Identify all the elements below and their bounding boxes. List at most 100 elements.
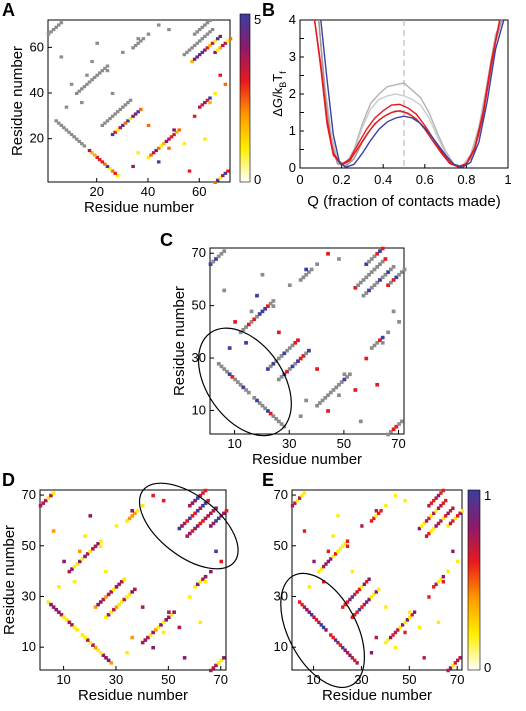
panel-d-contact-cell	[125, 595, 129, 599]
panel-e-contact-cell	[336, 549, 340, 554]
panel-c-contact-cell	[301, 354, 306, 358]
panel-b-xtick-label: 0.4	[374, 172, 392, 187]
panel-a-contact-cell	[221, 174, 225, 178]
panel-d-contact-cell	[203, 580, 208, 584]
panel-d-contact-cell	[185, 519, 190, 523]
panel-a-contact-cell	[121, 50, 125, 54]
panel-d-contact-cell	[85, 552, 90, 556]
panel-d-contact-cell	[224, 509, 229, 513]
panel-a-contact-cell	[159, 144, 164, 148]
panel-e-contact-cell	[350, 595, 354, 599]
panel-a-contact-cell	[126, 119, 130, 123]
panel-e-contact-cell	[329, 557, 333, 561]
panel-c-contact-cell	[367, 259, 371, 264]
panel-e-contact-cell	[362, 582, 366, 587]
panel-a-contact-cell	[203, 34, 207, 38]
panel-d-contact-cell	[222, 656, 226, 660]
panel-a-contact-cell	[146, 155, 151, 159]
panel-c-contact-cell	[271, 361, 276, 366]
panel-c-contact-cell	[372, 343, 377, 348]
panel-a-contact-cell	[92, 75, 97, 80]
panel-d-contact-cell	[122, 577, 127, 581]
panel-e-contact-cell	[302, 529, 307, 533]
panel-label-e: E	[262, 470, 275, 490]
panel-d-contact-cell	[43, 498, 48, 503]
panel-c-contact-cell	[287, 283, 292, 288]
panel-d-contact-cell	[211, 521, 216, 526]
panel-d-contact-cell	[203, 574, 208, 579]
panel-d-contact-cell	[177, 526, 182, 531]
panel-a-contact-cell	[87, 148, 92, 153]
panel-e-contact-cell	[302, 605, 307, 609]
panel-c-contact-cell	[328, 390, 333, 395]
panel-d-contact-cell	[188, 531, 192, 536]
panel-d-contact-cell	[46, 600, 51, 604]
panel-c-contact-cell	[298, 414, 303, 418]
panel-e-contact-cell	[312, 615, 316, 620]
panel-e-contact-cell	[424, 534, 429, 538]
panel-d-contact-cell	[101, 597, 106, 602]
panel-a-contact-cell	[110, 132, 115, 137]
panel-e-contact-cell	[393, 493, 398, 498]
panel-e-xtick-label: 50	[402, 672, 416, 687]
panel-d-contact-cell	[169, 612, 174, 617]
panel-d-contact-cell	[122, 597, 127, 602]
panel-c-contact-cell	[249, 320, 254, 324]
panel-a-contact-cell	[123, 103, 128, 107]
panel-d-contact-cell	[219, 559, 224, 564]
panel-a-contact-cell	[172, 132, 176, 137]
panel-a-xtick-label: 60	[192, 184, 206, 199]
panel-e-contact-cell	[341, 645, 345, 650]
panel-c-contact-cell	[378, 278, 382, 282]
panel-e-contact-cell	[333, 552, 338, 556]
panel-a-contact-cell	[90, 151, 94, 155]
panel-c-contact-cell	[285, 369, 289, 374]
panel-a-contact-cell	[64, 105, 69, 109]
panel-a-contact-cell	[95, 41, 99, 45]
panel-c-contact-cell	[276, 356, 281, 361]
panel-a-contact-cell	[59, 123, 64, 127]
panel-d-contact-cell	[198, 521, 203, 526]
panel-d-contact-cell	[180, 524, 184, 528]
panel-c-contact-cell	[375, 280, 380, 285]
panel-d-contact-cell	[201, 491, 205, 495]
panel-d-contact-cell	[222, 511, 226, 516]
panel-e-contact-cell	[345, 539, 350, 543]
panel-c-contact-cell	[399, 270, 404, 274]
panel-c-plot-frame	[209, 247, 405, 435]
panel-b-series-line-5	[313, 19, 501, 168]
panel-d-contact-cell	[161, 498, 166, 503]
panel-a-contact-cell	[200, 37, 205, 41]
panel-e-contact-cell	[331, 635, 335, 640]
panel-a-contact-cell	[208, 101, 212, 105]
panel-c-contact-cell	[244, 325, 248, 329]
panel-d-contact-cell	[198, 493, 203, 498]
panel-d-ytick-label: 10	[22, 639, 36, 654]
panel-a-contact-cell	[221, 43, 225, 48]
panel-e-contact-cell	[369, 519, 374, 523]
panel-a-contact-cell	[90, 59, 94, 64]
panel-e-contact-cell	[374, 514, 378, 518]
panel-d-contact-cell	[51, 529, 56, 533]
panel-a-contact-cell	[95, 73, 99, 77]
panel-c-contact-cell	[334, 385, 339, 390]
panel-c-contact-cell	[358, 280, 363, 285]
panel-d-contact-cell	[49, 602, 53, 607]
panel-e-contact-cell	[355, 661, 359, 665]
colorbar-e	[467, 489, 481, 671]
panel-e-contact-cell	[453, 661, 457, 665]
colorbar-a-tick-max: 5	[254, 12, 261, 27]
panel-a-contact-cell	[218, 73, 223, 77]
panel-c-contact-cell	[326, 409, 330, 413]
panel-d-contact-cell	[75, 628, 80, 632]
panel-d-cells	[38, 488, 229, 673]
panel-e-contact-cell	[434, 509, 438, 513]
panel-a-contact-cell	[205, 98, 210, 102]
panel-e-contact-cell	[446, 511, 450, 516]
panel-c-ylabel: Residue number	[171, 286, 188, 396]
panel-a-contact-cell	[149, 153, 153, 157]
panel-a-contact-cell	[128, 116, 133, 121]
panel-d-contact-cell	[67, 620, 72, 625]
panel-a-contact-cell	[113, 130, 117, 134]
panel-c-contact-cell	[339, 380, 344, 384]
